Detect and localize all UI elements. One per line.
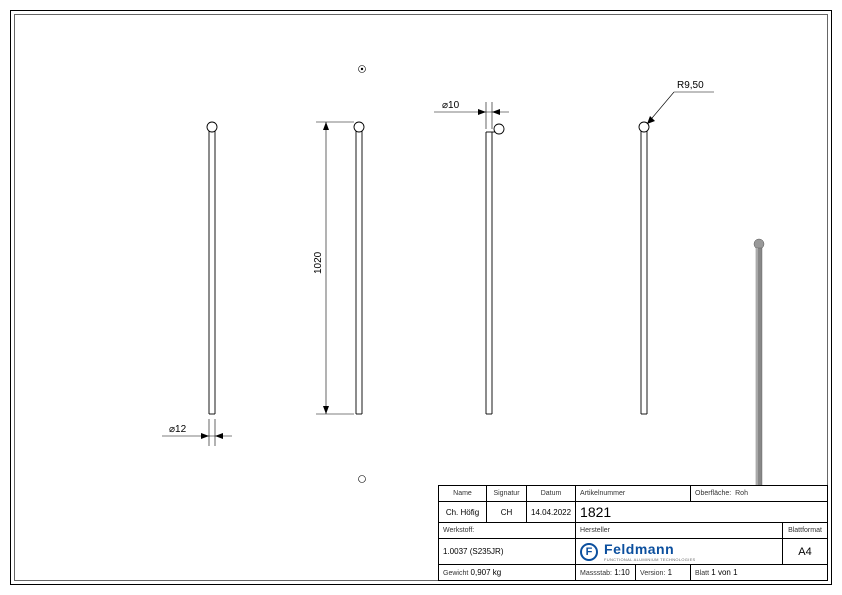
val-name: Ch. Höfig (439, 502, 487, 523)
val-signatur: CH (487, 502, 527, 523)
val-blatt: Blatt 1 von 1 (691, 565, 828, 581)
val-werkstoff: 1.0037 (S235JR) (439, 539, 576, 565)
dim-length: 1020 (313, 251, 324, 274)
hdr-werkstoff: Werkstoff: (439, 523, 576, 539)
view-5-3d (754, 239, 764, 489)
hdr-hersteller: Hersteller (576, 523, 783, 539)
logo-cell: F Feldmann FUNCTIONAL ALUMINIUM TECHNOLO… (576, 539, 783, 565)
title-block: Name Signatur Datum Artikelnummer Oberfl… (438, 485, 828, 581)
hdr-oberflaeche: Oberfläche: Roh (691, 486, 828, 502)
view-2: 1020 (313, 122, 364, 414)
val-artikelnummer: 1821 (576, 502, 828, 523)
val-datum: 14.04.2022 (527, 502, 576, 523)
hdr-signatur: Signatur (487, 486, 527, 502)
val-version: Version: 1 (636, 565, 691, 581)
top-plan-center (361, 68, 363, 70)
hdr-artikelnummer: Artikelnummer (576, 486, 691, 502)
val-massstab: Massstab: 1:10 (576, 565, 636, 581)
dim-diameter-top: ⌀10 (442, 100, 460, 111)
logo-subtitle: FUNCTIONAL ALUMINIUM TECHNOLOGIES (604, 557, 695, 562)
val-gewicht: Gewicht 0,907 kg (439, 565, 576, 581)
view-1 (207, 122, 217, 414)
hdr-name: Name (439, 486, 487, 502)
view-3: ⌀10 (434, 100, 509, 414)
logo-icon: F (580, 543, 598, 561)
bottom-plan-dot (359, 476, 366, 483)
view-4: R9,50 (639, 80, 714, 414)
dim-diameter-base: ⌀12 (169, 424, 187, 435)
hdr-blattformat: Blattformat (783, 523, 828, 539)
dim-diameter-base-group: ⌀12 (162, 419, 232, 446)
val-blattformat: A4 (783, 539, 828, 565)
dim-radius: R9,50 (677, 80, 704, 91)
logo-text: Feldmann (604, 541, 695, 557)
val-oberflaeche: Roh (735, 490, 748, 497)
hdr-datum: Datum (527, 486, 576, 502)
